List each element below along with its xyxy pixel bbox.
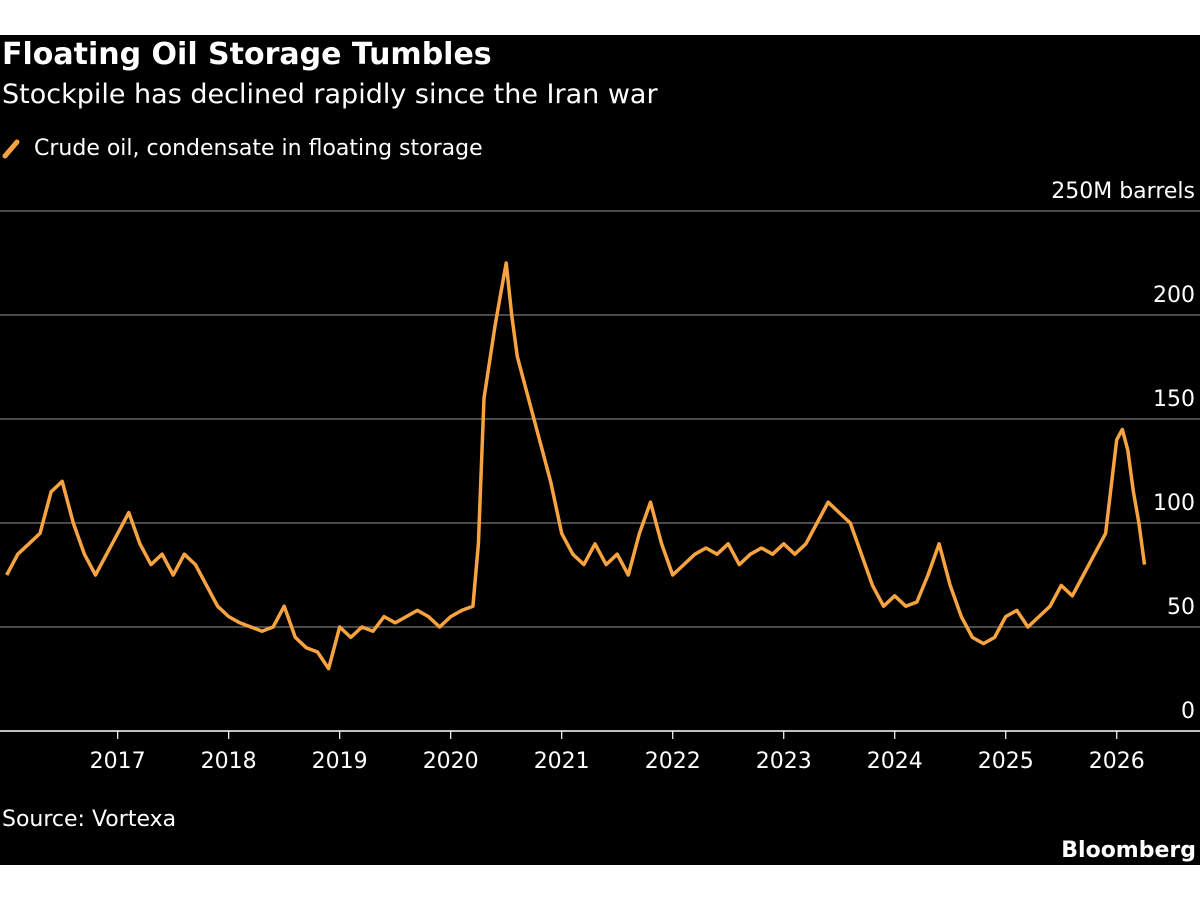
chart-title: Floating Oil Storage Tumbles xyxy=(2,37,492,72)
x-tick-label: 2021 xyxy=(534,749,590,774)
x-tick-label: 2025 xyxy=(978,749,1034,774)
y-tick-label: 100 xyxy=(1153,491,1195,516)
y-tick-label: 0 xyxy=(1181,699,1195,724)
x-tick-label: 2019 xyxy=(312,749,368,774)
x-tick-label: 2020 xyxy=(423,749,479,774)
legend-swatch xyxy=(2,139,20,159)
y-tick-label: 250M barrels xyxy=(1051,179,1195,204)
data-line xyxy=(5,261,1147,671)
y-tick-label: 200 xyxy=(1153,283,1195,308)
y-tick-label: 150 xyxy=(1153,387,1195,412)
x-tick-label: 2026 xyxy=(1089,749,1145,774)
x-tick-label: 2018 xyxy=(201,749,257,774)
source: Source: Vortexa xyxy=(2,807,176,832)
x-tick-label: 2023 xyxy=(756,749,812,774)
x-tick-label: 2017 xyxy=(90,749,146,774)
x-tick-label: 2024 xyxy=(867,749,923,774)
x-tick-label: 2022 xyxy=(645,749,701,774)
y-tick-label: 50 xyxy=(1167,595,1195,620)
legend-label: Crude oil, condensate in floating storag… xyxy=(34,136,483,161)
chart-background xyxy=(0,35,1200,865)
chart-subtitle: Stockpile has declined rapidly since the… xyxy=(2,79,658,110)
logo: Bloomberg xyxy=(1061,838,1196,863)
